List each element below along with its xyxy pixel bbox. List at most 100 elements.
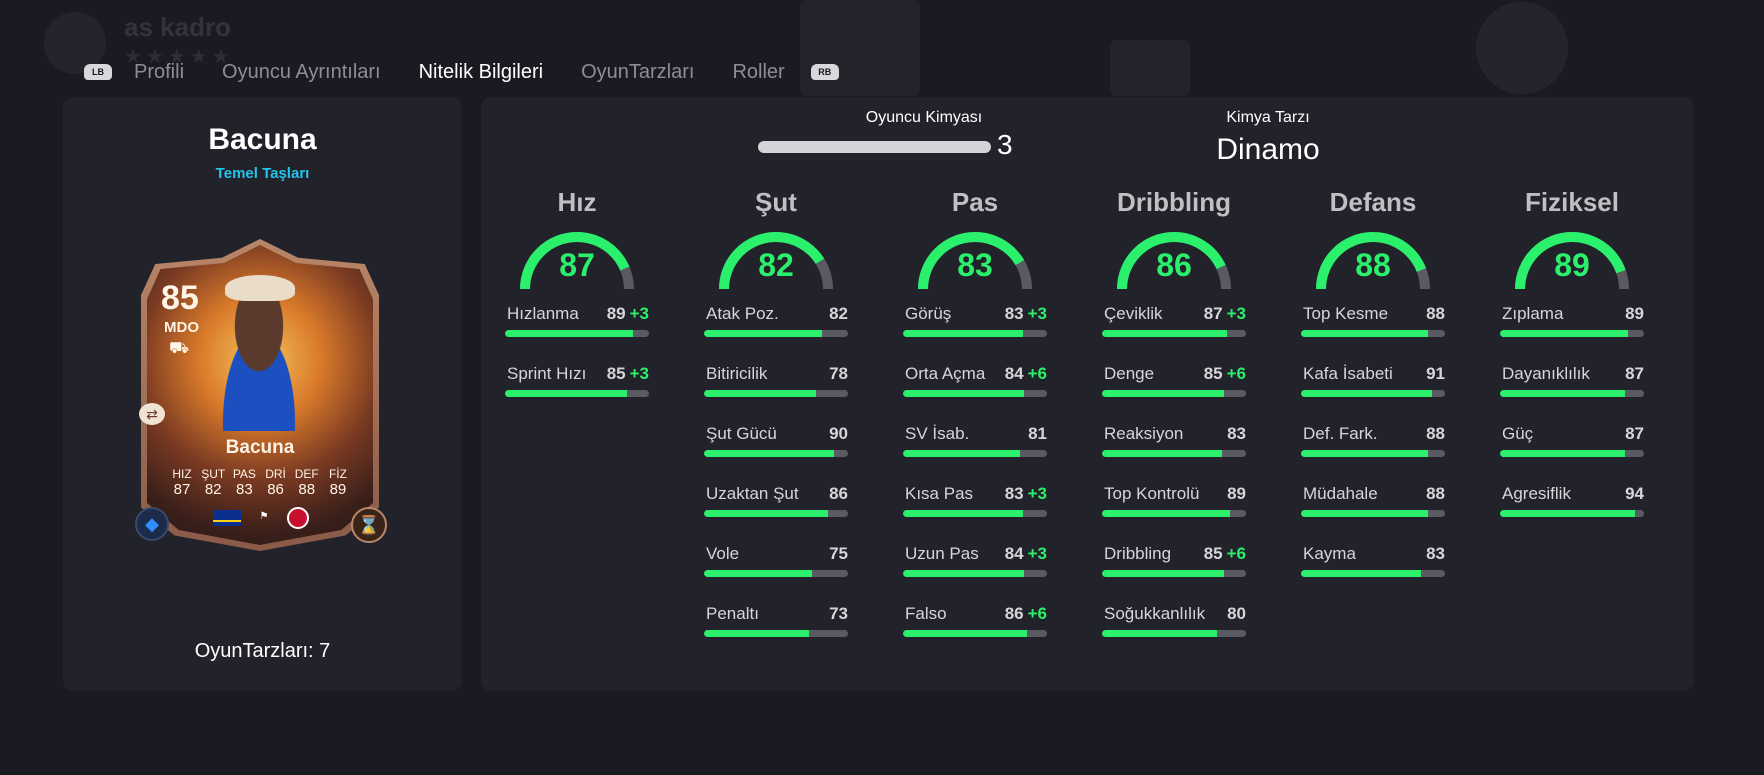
attribute-value: 91 bbox=[1426, 364, 1445, 383]
chemistry-style-value: Dinamo bbox=[1216, 133, 1320, 166]
attribute-bar-fill bbox=[903, 330, 1023, 337]
nation-flag-icon bbox=[213, 510, 241, 526]
attribute-bar-fill bbox=[704, 510, 828, 517]
attribute-row: Sprint Hızı 85 +3 bbox=[505, 364, 649, 424]
attribute-boost: +3 bbox=[629, 364, 649, 383]
attribute-boost: +6 bbox=[1226, 364, 1246, 383]
attribute-row: Kısa Pas 83 +3 bbox=[903, 484, 1047, 544]
gauge-fill bbox=[1515, 232, 1629, 290]
tab-playstyles[interactable]: OyunTarzları bbox=[581, 60, 695, 83]
card-stat: FİZ 89 bbox=[323, 467, 353, 498]
tab-roles[interactable]: Roller bbox=[732, 60, 785, 83]
player-chemistry-bar bbox=[758, 141, 991, 153]
background-rating-stars: ★★★★★ bbox=[124, 46, 234, 68]
attribute-row: Top Kontrolü 89 bbox=[1102, 484, 1246, 544]
attribute-name: SV İsab. bbox=[905, 424, 970, 443]
attribute-bar bbox=[704, 390, 848, 397]
attribute-bar-fill bbox=[1301, 330, 1428, 337]
attribute-bar-fill bbox=[1102, 330, 1228, 337]
attribute-name: Görüş bbox=[905, 304, 952, 323]
attribute-bar bbox=[903, 450, 1047, 457]
attribute-boost: +6 bbox=[1226, 544, 1246, 563]
attribute-row: Zıplama 89 bbox=[1500, 304, 1644, 364]
attribute-value: 85 +3 bbox=[606, 364, 649, 383]
card-player-name: Bacuna bbox=[225, 437, 295, 458]
attribute-value: 75 bbox=[829, 544, 848, 563]
attribute-bar bbox=[1301, 450, 1445, 457]
gauge-fill bbox=[520, 232, 634, 290]
chemistry-style-icon: ◆ bbox=[135, 507, 169, 541]
card-stat-value: 83 bbox=[236, 481, 253, 498]
attribute-value: 94 bbox=[1625, 484, 1644, 503]
attribute-row: Top Kesme 88 bbox=[1301, 304, 1445, 364]
card-stat-value: 88 bbox=[298, 481, 316, 498]
attribute-bar-fill bbox=[704, 330, 823, 337]
category-rating: 83 bbox=[957, 247, 993, 283]
attribute-value: 87 bbox=[1625, 424, 1644, 443]
attribute-name: Agresiflik bbox=[1502, 484, 1571, 503]
attribute-value: 87 +3 bbox=[1203, 304, 1246, 323]
attribute-value: 85 +6 bbox=[1203, 544, 1246, 563]
attribute-row: Kafa İsabeti 91 bbox=[1301, 364, 1445, 424]
attribute-bar-fill bbox=[903, 450, 1020, 457]
attribute-row: Reaksiyon 83 bbox=[1102, 424, 1246, 484]
attribute-list: Çeviklik 87 +3 Denge 85 +6 Reaksiyon 83 Top Kont… bbox=[1102, 304, 1246, 664]
card-stat-label: DRİ bbox=[265, 467, 286, 481]
category-title: Pas bbox=[951, 187, 999, 217]
attribute-bar-fill bbox=[1301, 570, 1421, 577]
category-title: Fiziksel bbox=[1525, 187, 1619, 217]
player-chemistry-label: Oyuncu Kimyası bbox=[865, 109, 983, 126]
tab-player-details[interactable]: Oyuncu Ayrıntıları bbox=[222, 60, 381, 83]
attribute-value: 84 +6 bbox=[1004, 364, 1047, 383]
attribute-bar bbox=[1102, 570, 1246, 577]
background-squad-name: as kadro bbox=[124, 12, 231, 42]
attribute-row: Soğukkanlılık 80 bbox=[1102, 604, 1246, 664]
card-stats: HIZ 87 ŞUT 82 PAS 83 DRİ 86 DEF 88 FİZ 89 bbox=[167, 467, 353, 498]
attribute-row: Atak Poz. 82 bbox=[704, 304, 848, 364]
attribute-row: Müdahale 88 bbox=[1301, 484, 1445, 544]
attribute-name: Müdahale bbox=[1303, 484, 1378, 503]
attribute-name: Denge bbox=[1104, 364, 1155, 383]
card-stat-label: ŞUT bbox=[201, 467, 226, 481]
gauge-fill bbox=[1117, 232, 1231, 290]
player-chemistry-value: 3 bbox=[997, 129, 1013, 160]
card-stat-label: HIZ bbox=[172, 467, 192, 481]
tab-attribute-info[interactable]: Nitelik Bilgileri bbox=[418, 60, 544, 83]
category-rating: 89 bbox=[1554, 247, 1590, 283]
rb-bumper-icon[interactable]: RB bbox=[810, 64, 839, 80]
gauge-arc bbox=[1117, 232, 1231, 290]
attribute-bar-fill bbox=[903, 390, 1024, 397]
category-gauge: 86 bbox=[1113, 225, 1235, 293]
chemistry-icon: ⛟ bbox=[169, 340, 190, 357]
attribute-bar bbox=[1102, 510, 1246, 517]
card-stat-value: 89 bbox=[329, 481, 347, 498]
gauge-arc bbox=[1515, 232, 1629, 290]
attribute-bar bbox=[704, 330, 848, 337]
club-badge-icon bbox=[287, 507, 309, 529]
category-gauge: 88 bbox=[1312, 225, 1434, 293]
tab-profile[interactable]: Profili bbox=[134, 60, 185, 83]
attribute-bar-fill bbox=[1500, 510, 1636, 517]
attribute-name: Uzun Pas bbox=[905, 544, 979, 563]
attribute-bar bbox=[704, 570, 848, 577]
background-club-crest bbox=[44, 12, 106, 74]
card-stat: HIZ 87 bbox=[167, 467, 197, 498]
attribute-bar-fill bbox=[1500, 330, 1629, 337]
card-stat-label: PAS bbox=[232, 467, 256, 481]
attribute-name: Uzaktan Şut bbox=[706, 484, 799, 503]
card-stat-value: 87 bbox=[173, 481, 191, 498]
attribute-row: Çeviklik 87 +3 bbox=[1102, 304, 1246, 364]
attribute-row: Dayanıklılık 87 bbox=[1500, 364, 1644, 424]
attribute-list: Hızlanma 89 +3 Sprint Hızı 85 +3 bbox=[505, 304, 649, 424]
attribute-row: Denge 85 +6 bbox=[1102, 364, 1246, 424]
attribute-bar-fill bbox=[1102, 450, 1222, 457]
lb-bumper-icon[interactable]: LB bbox=[84, 64, 112, 80]
attribute-bar-fill bbox=[1301, 510, 1428, 517]
card-position: MDO bbox=[164, 319, 199, 336]
gauge-fill bbox=[719, 232, 833, 290]
attribute-bar bbox=[1500, 330, 1644, 337]
attribute-name: Dribbling bbox=[1104, 544, 1172, 563]
category-title: Hız bbox=[557, 187, 597, 217]
card-stat: PAS 83 bbox=[229, 467, 259, 498]
attribute-row: Hızlanma 89 +3 bbox=[505, 304, 649, 364]
